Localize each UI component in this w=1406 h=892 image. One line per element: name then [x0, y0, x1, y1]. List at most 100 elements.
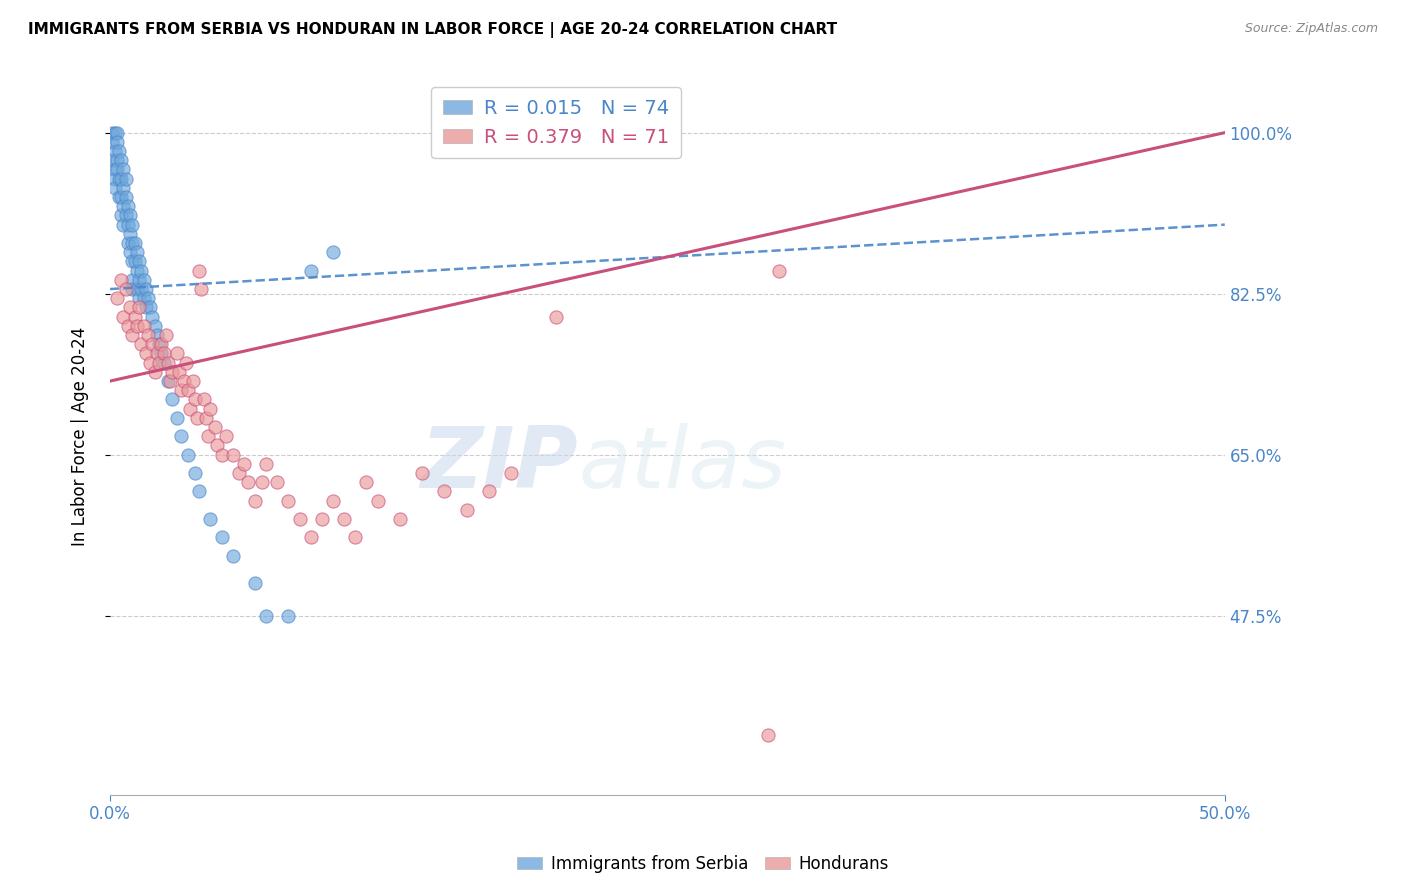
- Point: [132, 318, 155, 333]
- Point: [103, 126, 125, 140]
- Point: [114, 282, 136, 296]
- Point: [125, 245, 148, 260]
- Point: [311, 512, 333, 526]
- Point: [141, 310, 163, 324]
- Point: [139, 356, 162, 370]
- Point: [221, 448, 243, 462]
- Point: [322, 493, 344, 508]
- Point: [103, 144, 125, 158]
- Text: ZIP: ZIP: [420, 424, 578, 507]
- Point: [101, 153, 124, 168]
- Point: [112, 162, 135, 177]
- Point: [128, 291, 150, 305]
- Point: [215, 429, 238, 443]
- Point: [110, 273, 132, 287]
- Point: [117, 235, 139, 250]
- Point: [768, 263, 790, 277]
- Point: [266, 475, 288, 490]
- Point: [356, 475, 378, 490]
- Point: [148, 337, 170, 351]
- Point: [228, 466, 250, 480]
- Y-axis label: In Labor Force | Age 20-24: In Labor Force | Age 20-24: [72, 326, 89, 546]
- Point: [132, 291, 155, 305]
- Legend: R = 0.015   N = 74, R = 0.379   N = 71: R = 0.015 N = 74, R = 0.379 N = 71: [432, 87, 681, 158]
- Point: [254, 608, 277, 623]
- Point: [108, 190, 131, 204]
- Point: [544, 310, 567, 324]
- Point: [152, 356, 174, 370]
- Point: [135, 301, 157, 315]
- Text: atlas: atlas: [578, 424, 786, 507]
- Point: [221, 549, 243, 563]
- Point: [128, 273, 150, 287]
- Point: [125, 263, 148, 277]
- Point: [143, 365, 166, 379]
- Point: [121, 328, 143, 343]
- Point: [105, 291, 128, 305]
- Point: [243, 576, 266, 591]
- Point: [211, 448, 233, 462]
- Point: [188, 263, 211, 277]
- Point: [121, 235, 143, 250]
- Point: [197, 429, 219, 443]
- Point: [135, 282, 157, 296]
- Point: [170, 429, 193, 443]
- Point: [110, 190, 132, 204]
- Point: [162, 392, 184, 407]
- Point: [136, 328, 159, 343]
- Point: [128, 301, 150, 315]
- Point: [299, 263, 322, 277]
- Point: [120, 245, 142, 260]
- Point: [120, 227, 142, 241]
- Point: [117, 218, 139, 232]
- Point: [124, 310, 146, 324]
- Point: [146, 328, 169, 343]
- Point: [112, 181, 135, 195]
- Point: [190, 282, 212, 296]
- Point: [114, 171, 136, 186]
- Point: [501, 466, 523, 480]
- Point: [120, 301, 142, 315]
- Point: [166, 346, 188, 360]
- Point: [121, 282, 143, 296]
- Point: [105, 135, 128, 149]
- Point: [103, 171, 125, 186]
- Point: [232, 457, 254, 471]
- Point: [254, 457, 277, 471]
- Point: [117, 199, 139, 213]
- Point: [177, 448, 200, 462]
- Point: [120, 209, 142, 223]
- Point: [128, 254, 150, 268]
- Point: [152, 346, 174, 360]
- Point: [139, 301, 162, 315]
- Point: [299, 531, 322, 545]
- Point: [184, 466, 207, 480]
- Point: [129, 337, 152, 351]
- Point: [114, 209, 136, 223]
- Point: [108, 171, 131, 186]
- Point: [288, 512, 311, 526]
- Point: [110, 171, 132, 186]
- Point: [103, 162, 125, 177]
- Point: [243, 493, 266, 508]
- Point: [188, 484, 211, 499]
- Point: [277, 608, 299, 623]
- Point: [112, 310, 135, 324]
- Point: [157, 374, 180, 388]
- Point: [162, 365, 184, 379]
- Point: [141, 337, 163, 351]
- Point: [124, 254, 146, 268]
- Point: [125, 282, 148, 296]
- Point: [184, 392, 207, 407]
- Point: [322, 245, 344, 260]
- Text: Source: ZipAtlas.com: Source: ZipAtlas.com: [1244, 22, 1378, 36]
- Text: IMMIGRANTS FROM SERBIA VS HONDURAN IN LABOR FORCE | AGE 20-24 CORRELATION CHART: IMMIGRANTS FROM SERBIA VS HONDURAN IN LA…: [28, 22, 837, 38]
- Point: [150, 337, 173, 351]
- Point: [186, 410, 208, 425]
- Point: [135, 346, 157, 360]
- Point: [101, 135, 124, 149]
- Point: [148, 356, 170, 370]
- Point: [101, 126, 124, 140]
- Point: [200, 512, 222, 526]
- Point: [103, 181, 125, 195]
